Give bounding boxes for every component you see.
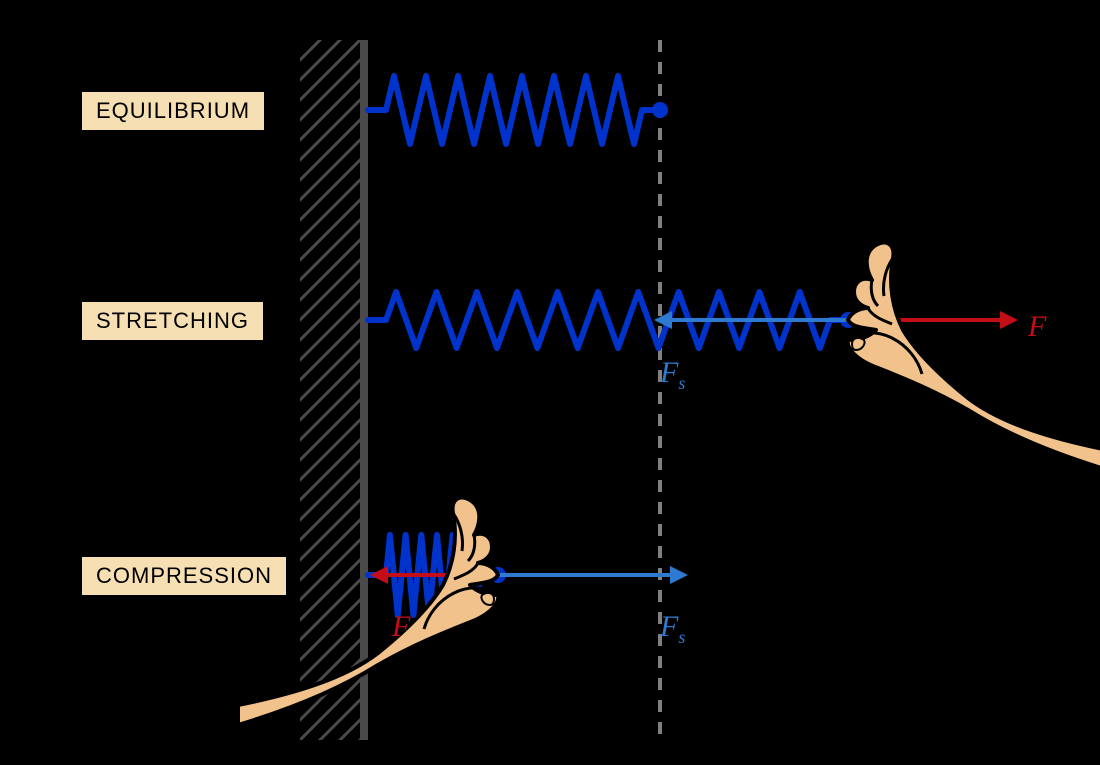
- force-label-stretch-Fs: Fs: [660, 354, 685, 394]
- wall-hatching: [300, 0, 360, 765]
- hand-stretching: [848, 243, 1100, 470]
- spring-stretching: [368, 292, 848, 348]
- force-label-compress-Fs: Fs: [660, 608, 685, 648]
- label-equilibrium: EQUILIBRIUM: [80, 90, 266, 132]
- force-label-compress-F: F: [392, 608, 410, 644]
- diagram-stage: EQUILIBRIUM STRETCHING COMPRESSION F Fs …: [0, 0, 1100, 765]
- label-compression: COMPRESSION: [80, 555, 288, 597]
- label-stretching: STRETCHING: [80, 300, 265, 342]
- spring-equilibrium: [368, 76, 660, 144]
- wall-edge: [360, 40, 368, 740]
- hand-compression: [238, 498, 498, 725]
- force-label-stretch-F: F: [1028, 308, 1046, 344]
- spring-compression: [368, 535, 498, 615]
